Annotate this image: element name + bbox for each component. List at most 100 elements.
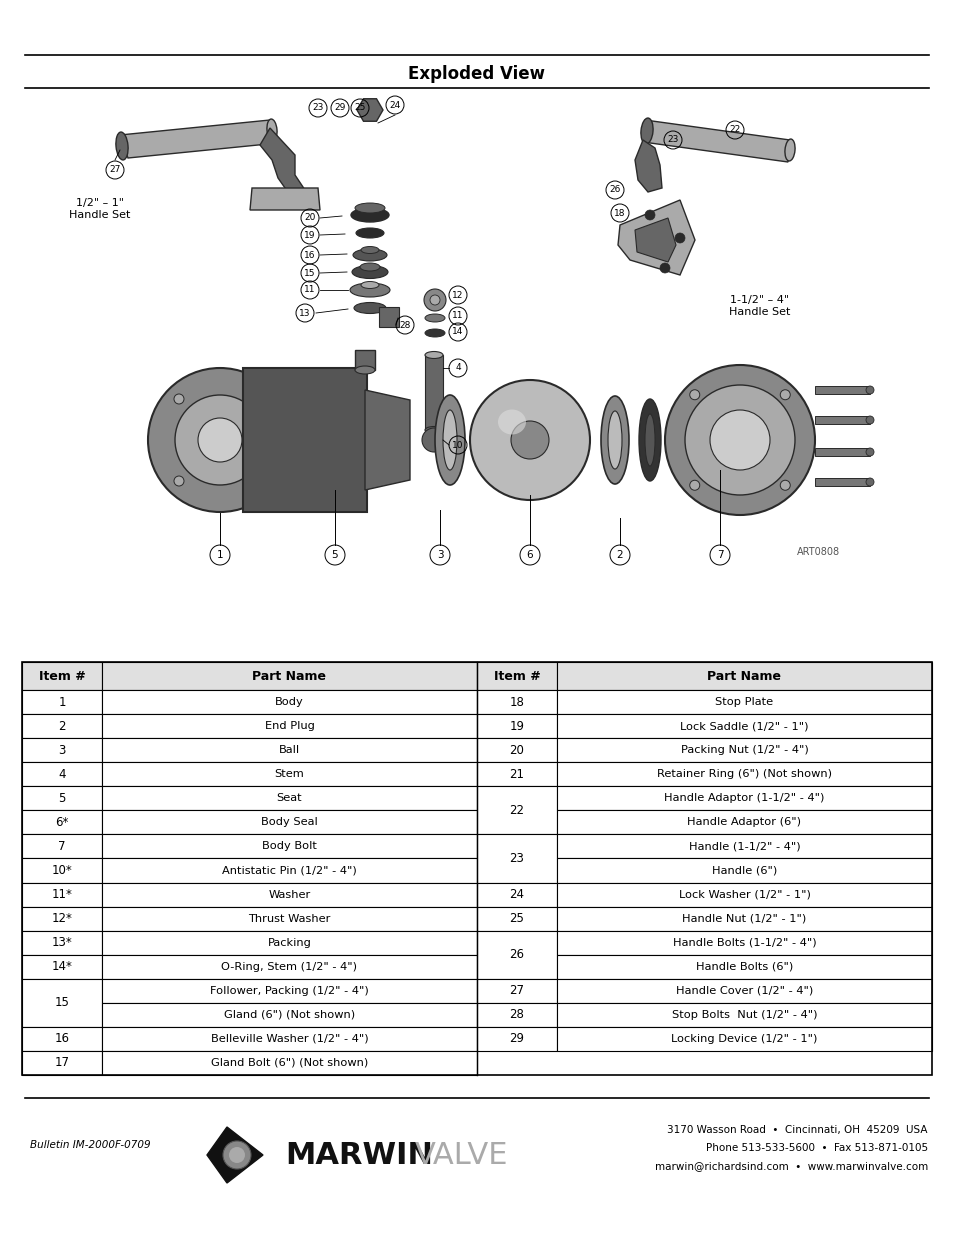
- Text: 2: 2: [58, 720, 66, 732]
- Circle shape: [173, 394, 184, 404]
- Text: 18: 18: [509, 695, 524, 709]
- FancyBboxPatch shape: [102, 835, 476, 858]
- Text: Exploded View: Exploded View: [408, 65, 545, 83]
- Text: Gland Bolt (6") (Not shown): Gland Bolt (6") (Not shown): [211, 1058, 368, 1068]
- Text: 25: 25: [354, 104, 365, 112]
- Text: 24: 24: [389, 100, 400, 110]
- FancyBboxPatch shape: [557, 690, 931, 714]
- FancyBboxPatch shape: [102, 858, 476, 883]
- Text: Handle Adaptor (1-1/2" - 4"): Handle Adaptor (1-1/2" - 4"): [663, 793, 823, 803]
- FancyBboxPatch shape: [557, 787, 931, 810]
- Text: 11: 11: [304, 285, 315, 294]
- Ellipse shape: [639, 399, 660, 480]
- Text: Item #: Item #: [493, 669, 539, 683]
- FancyBboxPatch shape: [557, 979, 931, 1003]
- FancyBboxPatch shape: [22, 931, 102, 955]
- Text: marwin@richardsind.com  •  www.marwinvalve.com: marwin@richardsind.com • www.marwinvalve…: [654, 1161, 927, 1171]
- Text: Handle Adaptor (6"): Handle Adaptor (6"): [687, 818, 801, 827]
- Text: Locking Device (1/2" - 1"): Locking Device (1/2" - 1"): [671, 1034, 817, 1044]
- Ellipse shape: [360, 282, 378, 289]
- Text: 10: 10: [452, 441, 463, 450]
- Text: Belleville Washer (1/2" - 4"): Belleville Washer (1/2" - 4"): [211, 1034, 368, 1044]
- Text: 29: 29: [509, 1032, 524, 1045]
- Text: Thrust Washer: Thrust Washer: [248, 914, 331, 924]
- Circle shape: [148, 368, 292, 513]
- Polygon shape: [814, 416, 869, 424]
- Circle shape: [780, 390, 789, 400]
- Circle shape: [689, 480, 699, 490]
- FancyBboxPatch shape: [22, 835, 102, 858]
- Text: Handle Cover (1/2" - 4"): Handle Cover (1/2" - 4"): [675, 986, 812, 995]
- Text: 12*: 12*: [51, 913, 72, 925]
- Text: 1/2" – 1"
Handle Set: 1/2" – 1" Handle Set: [70, 198, 131, 220]
- Polygon shape: [424, 354, 442, 430]
- FancyBboxPatch shape: [557, 906, 931, 931]
- Polygon shape: [814, 478, 869, 487]
- Polygon shape: [635, 219, 676, 262]
- Polygon shape: [814, 448, 869, 456]
- Text: 5: 5: [58, 792, 66, 805]
- FancyBboxPatch shape: [476, 931, 557, 979]
- FancyBboxPatch shape: [102, 762, 476, 787]
- Text: Antistatic Pin (1/2" - 4"): Antistatic Pin (1/2" - 4"): [222, 866, 356, 876]
- FancyBboxPatch shape: [476, 690, 557, 714]
- FancyBboxPatch shape: [557, 1003, 931, 1026]
- FancyBboxPatch shape: [102, 955, 476, 979]
- FancyBboxPatch shape: [557, 762, 931, 787]
- Polygon shape: [250, 188, 319, 210]
- Polygon shape: [260, 128, 305, 195]
- Ellipse shape: [424, 426, 442, 433]
- FancyBboxPatch shape: [22, 1051, 102, 1074]
- Text: 21: 21: [509, 768, 524, 781]
- Text: 14: 14: [452, 327, 463, 336]
- Text: 23: 23: [312, 104, 323, 112]
- Text: 13: 13: [299, 309, 311, 317]
- Ellipse shape: [442, 410, 456, 471]
- Ellipse shape: [360, 247, 378, 253]
- Text: 28: 28: [399, 321, 410, 330]
- Ellipse shape: [607, 411, 621, 469]
- Ellipse shape: [644, 414, 655, 466]
- Polygon shape: [618, 200, 695, 275]
- Ellipse shape: [359, 263, 379, 270]
- Text: 4: 4: [455, 363, 460, 373]
- FancyBboxPatch shape: [102, 906, 476, 931]
- FancyBboxPatch shape: [22, 810, 102, 835]
- FancyBboxPatch shape: [557, 883, 931, 906]
- Ellipse shape: [423, 289, 446, 311]
- FancyBboxPatch shape: [102, 739, 476, 762]
- Text: 16: 16: [54, 1032, 70, 1045]
- Text: Handle Nut (1/2" - 1"): Handle Nut (1/2" - 1"): [681, 914, 806, 924]
- Circle shape: [709, 410, 769, 471]
- Ellipse shape: [435, 395, 464, 485]
- Polygon shape: [356, 99, 382, 121]
- Circle shape: [421, 429, 446, 452]
- Text: Stop Plate: Stop Plate: [715, 697, 773, 706]
- Text: 2: 2: [616, 550, 622, 559]
- Text: 11: 11: [452, 311, 463, 321]
- Circle shape: [198, 417, 242, 462]
- FancyBboxPatch shape: [557, 858, 931, 883]
- Text: 26: 26: [509, 948, 524, 961]
- Text: 12: 12: [452, 290, 463, 300]
- Ellipse shape: [640, 119, 653, 144]
- Text: 26: 26: [609, 185, 620, 194]
- FancyBboxPatch shape: [22, 955, 102, 979]
- Polygon shape: [207, 1128, 263, 1183]
- Ellipse shape: [424, 329, 444, 337]
- Ellipse shape: [351, 207, 389, 222]
- FancyBboxPatch shape: [22, 662, 102, 690]
- Text: 15: 15: [54, 997, 70, 1009]
- FancyBboxPatch shape: [557, 1026, 931, 1051]
- Text: Seat: Seat: [276, 793, 302, 803]
- FancyBboxPatch shape: [22, 858, 102, 883]
- Text: 1: 1: [216, 550, 223, 559]
- Text: 22: 22: [509, 804, 524, 816]
- Text: Stem: Stem: [274, 769, 304, 779]
- Text: 7: 7: [58, 840, 66, 853]
- Text: 19: 19: [509, 720, 524, 732]
- FancyBboxPatch shape: [102, 787, 476, 810]
- Text: 28: 28: [509, 1008, 524, 1021]
- FancyBboxPatch shape: [243, 368, 367, 513]
- FancyBboxPatch shape: [378, 308, 398, 327]
